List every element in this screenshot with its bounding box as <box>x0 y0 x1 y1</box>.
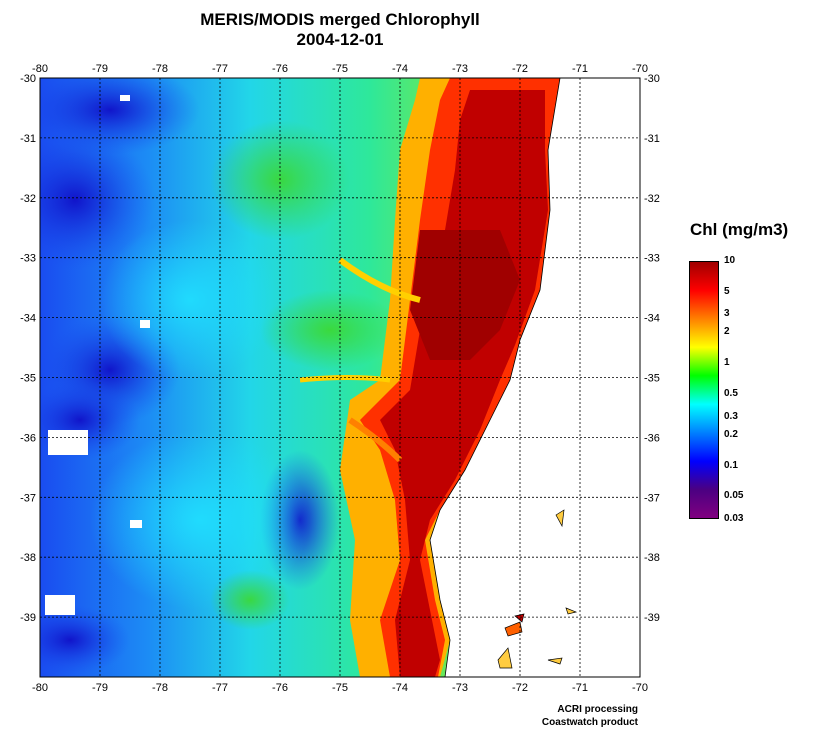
lon-tick-label-top: -75 <box>332 63 348 75</box>
lon-tick-label-bottom: -75 <box>332 682 348 694</box>
lat-tick-label-right: -36 <box>644 432 660 444</box>
map-date: 2004-12-01 <box>296 30 384 49</box>
colorbar-tick-label: 2 <box>724 326 730 338</box>
map-frame <box>39 77 641 678</box>
lon-tick-label-bottom: -79 <box>92 682 108 694</box>
lon-tick-label-bottom: -74 <box>392 682 408 694</box>
lon-tick-label-top: -78 <box>152 63 168 75</box>
lon-tick-label-bottom: -80 <box>32 682 48 694</box>
lon-tick-label-top: -76 <box>272 63 288 75</box>
lat-tick-label-left: -35 <box>20 373 36 385</box>
lat-tick-label-left: -39 <box>20 612 36 624</box>
colorbar-tick-label: 0.5 <box>724 388 738 400</box>
lat-tick-label-right: -31 <box>644 133 660 145</box>
colorbar-tick-label: 5 <box>724 285 730 297</box>
lat-tick-label-left: -36 <box>20 432 36 444</box>
lon-tick-label-bottom: -71 <box>572 682 588 694</box>
colorbar-tick-label: 0.2 <box>724 428 738 440</box>
map-title: MERIS/MODIS merged Chlorophyll <box>200 10 480 29</box>
colorbar-tick-label: 0.3 <box>724 410 738 422</box>
colorbar <box>689 261 719 519</box>
colorbar-tick-label: 1 <box>724 357 730 369</box>
lon-tick-label-top: -80 <box>32 63 48 75</box>
lat-tick-label-left: -33 <box>20 253 36 265</box>
lat-tick-label-left: -37 <box>20 492 36 504</box>
axis-tick-labels: -80 -80 -79 -79 -78 -78 -77 -77 -76 -76 -75 -75 -74 -… <box>20 63 660 694</box>
lat-tick-label-right: -33 <box>644 253 660 265</box>
graticule <box>40 78 640 677</box>
lon-tick-label-top: -74 <box>392 63 408 75</box>
lon-tick-label-top: -79 <box>92 63 108 75</box>
lat-tick-label-right: -39 <box>644 612 660 624</box>
product-credit: Coastwatch product <box>541 717 638 728</box>
colorbar-title: Chl (mg/m3) <box>690 220 789 239</box>
lon-tick-label-top: -70 <box>632 63 648 75</box>
lat-tick-label-right: -35 <box>644 373 660 385</box>
colorbar-tick-label: 0.03 <box>724 513 744 524</box>
lon-tick-label-bottom: -73 <box>452 682 468 694</box>
lat-tick-label-left: -31 <box>20 133 36 145</box>
lon-tick-label-top: -77 <box>212 63 228 75</box>
lat-tick-label-right: -38 <box>644 552 660 564</box>
lat-tick-label-right: -37 <box>644 492 660 504</box>
lat-tick-label-left: -32 <box>20 193 36 205</box>
lon-tick-label-bottom: -72 <box>512 682 528 694</box>
lat-tick-label-left: -34 <box>20 313 36 325</box>
processing-credit: ACRI processing <box>557 704 638 715</box>
lon-tick-label-top: -71 <box>572 63 588 75</box>
lon-tick-label-top: -73 <box>452 63 468 75</box>
lat-tick-label-right: -30 <box>644 73 660 85</box>
lon-tick-label-bottom: -77 <box>212 682 228 694</box>
lon-tick-label-bottom: -78 <box>152 682 168 694</box>
colorbar-tick-label: 10 <box>724 255 736 266</box>
lon-tick-label-bottom: -76 <box>272 682 288 694</box>
colorbar-tick-label: 0.1 <box>724 459 738 471</box>
lon-tick-label-bottom: -70 <box>632 682 648 694</box>
lat-tick-label-left: -30 <box>20 73 36 85</box>
lat-tick-label-right: -34 <box>644 313 660 325</box>
colorbar-tick-label: 0.05 <box>724 490 744 502</box>
lat-tick-label-right: -32 <box>644 193 660 205</box>
chlorophyll-field <box>40 78 640 677</box>
lon-tick-label-top: -72 <box>512 63 528 75</box>
lat-tick-label-left: -38 <box>20 552 36 564</box>
colorbar-tick-label: 3 <box>724 308 730 320</box>
